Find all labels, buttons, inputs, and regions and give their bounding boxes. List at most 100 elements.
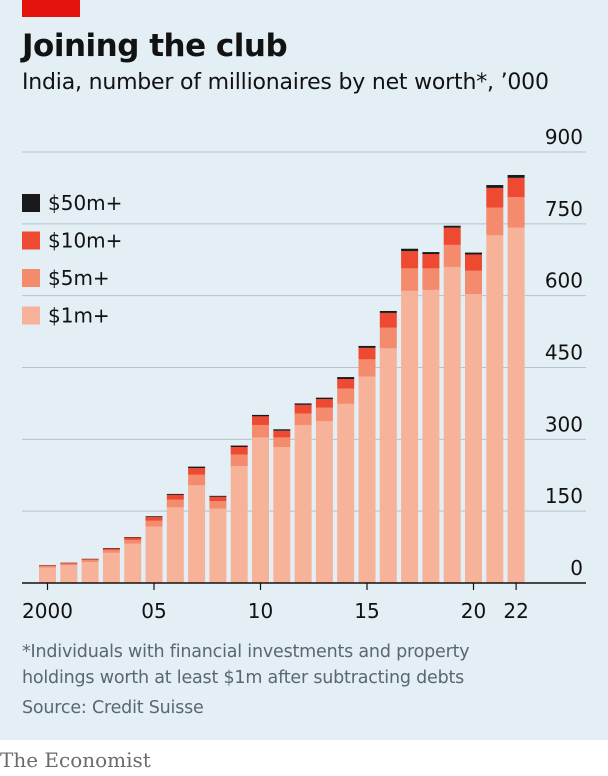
bar-segment bbox=[102, 549, 120, 553]
x-tick-label: 10 bbox=[248, 599, 273, 623]
bar-segment bbox=[188, 474, 206, 486]
chart-title: Joining the club bbox=[22, 28, 288, 64]
bar-segment bbox=[166, 499, 184, 508]
bar-segment bbox=[315, 397, 333, 400]
bar-segment bbox=[422, 254, 440, 269]
bar-segment bbox=[230, 446, 248, 455]
bar-segment bbox=[294, 413, 312, 425]
bar-segment bbox=[273, 437, 291, 447]
bar-segment bbox=[465, 252, 482, 255]
x-tick-label: 22 bbox=[503, 599, 528, 623]
bar-segment bbox=[294, 404, 312, 414]
bar-segment bbox=[252, 414, 269, 417]
bar-segment bbox=[230, 454, 248, 467]
bar-segment bbox=[486, 185, 504, 188]
bar-segment bbox=[379, 312, 397, 328]
bar-segment bbox=[379, 310, 397, 313]
bar-segment bbox=[337, 377, 355, 379]
bar-segment bbox=[102, 552, 120, 583]
bar-segment bbox=[252, 416, 269, 425]
bar-segment bbox=[486, 207, 504, 236]
bar-segment bbox=[102, 548, 120, 550]
bar-segment bbox=[422, 268, 440, 290]
bar-segment bbox=[145, 526, 163, 583]
bar-segment bbox=[358, 376, 376, 583]
bar-segment bbox=[401, 251, 419, 269]
bar-segment bbox=[379, 348, 397, 583]
bar-segment bbox=[465, 294, 482, 583]
bar-segment bbox=[507, 177, 525, 198]
legend-swatch bbox=[22, 306, 40, 325]
bar-segment bbox=[81, 560, 99, 562]
y-tick-label: 750 bbox=[545, 197, 583, 221]
bar-segment bbox=[337, 403, 355, 583]
legend-swatch bbox=[22, 231, 40, 250]
stacked-bar-chart: 0 150 300 450 600 750 900 2000 05 10 15 20 22 $50m+ $1… bbox=[22, 125, 586, 623]
y-tick-label: 900 bbox=[545, 125, 583, 149]
legend-swatch bbox=[22, 269, 40, 287]
bar-segment bbox=[443, 266, 461, 583]
bar-segment bbox=[145, 516, 163, 517]
bar-segment bbox=[166, 493, 184, 495]
bar-segment bbox=[294, 403, 312, 405]
bar-segment bbox=[358, 359, 376, 377]
bar-segment bbox=[209, 496, 227, 502]
bar-segment bbox=[273, 429, 291, 431]
bar-segment bbox=[401, 248, 419, 252]
y-tick-label: 600 bbox=[545, 269, 583, 293]
bar-segment bbox=[124, 543, 142, 583]
bar-segment bbox=[209, 508, 227, 583]
footnote-line-2: holdings worth at least $1m after subtra… bbox=[22, 668, 465, 688]
bar-segment bbox=[315, 421, 333, 583]
bar-segment bbox=[443, 227, 461, 245]
source-note: Source: Credit Suisse bbox=[22, 698, 204, 718]
bar-segment bbox=[273, 430, 291, 438]
bar-segment bbox=[443, 225, 461, 228]
y-tick-label: 0 bbox=[570, 556, 583, 580]
bar-segment bbox=[60, 563, 78, 566]
publication-logo: The Economist bbox=[0, 748, 151, 772]
bar-segment bbox=[252, 437, 269, 583]
chart-subtitle: India, number of millionaires by net wor… bbox=[22, 70, 549, 95]
bar-segment bbox=[337, 388, 355, 404]
bar-segment bbox=[230, 466, 248, 583]
chart-card: Joining the club India, number of millio… bbox=[0, 0, 608, 740]
bar-segment bbox=[124, 537, 142, 540]
bar-segment bbox=[81, 559, 99, 561]
legend-swatch bbox=[22, 194, 40, 212]
bar-segment bbox=[39, 565, 56, 567]
bar-segment bbox=[273, 446, 291, 583]
bar-segment bbox=[188, 485, 206, 583]
bar-segment bbox=[315, 399, 333, 408]
bar-segment bbox=[486, 187, 504, 208]
bar-segment bbox=[166, 507, 184, 583]
bar-segment bbox=[401, 290, 419, 583]
legend-label: $10m+ bbox=[48, 229, 122, 253]
x-tick-label: 05 bbox=[141, 599, 166, 623]
bar-segment bbox=[60, 562, 78, 564]
bar-segment bbox=[507, 197, 525, 228]
bar-segment bbox=[315, 407, 333, 422]
bar-segment bbox=[358, 345, 376, 348]
bar-segment bbox=[145, 516, 163, 521]
bar-segment bbox=[188, 468, 206, 475]
x-tick-label: 20 bbox=[461, 599, 486, 623]
bar-segment bbox=[188, 466, 206, 469]
bar-segment bbox=[465, 270, 482, 295]
x-tick-label: 2000 bbox=[22, 599, 73, 623]
bar-segment bbox=[252, 424, 269, 438]
bar-segment bbox=[60, 565, 78, 583]
bar-segment bbox=[209, 495, 227, 497]
bar-segment bbox=[81, 561, 99, 583]
footnote-line-1: *Individuals with financial investments … bbox=[22, 642, 470, 662]
bar-segment bbox=[124, 539, 142, 544]
bar-segment bbox=[294, 424, 312, 583]
bar-segment bbox=[209, 501, 227, 509]
bar-segment bbox=[145, 520, 163, 527]
legend-label: $1m+ bbox=[48, 304, 110, 328]
bar-segment bbox=[507, 227, 525, 584]
legend-label: $5m+ bbox=[48, 266, 110, 290]
bar-segment bbox=[401, 268, 419, 291]
bar-segment bbox=[486, 235, 504, 583]
bar-segment bbox=[39, 567, 56, 583]
